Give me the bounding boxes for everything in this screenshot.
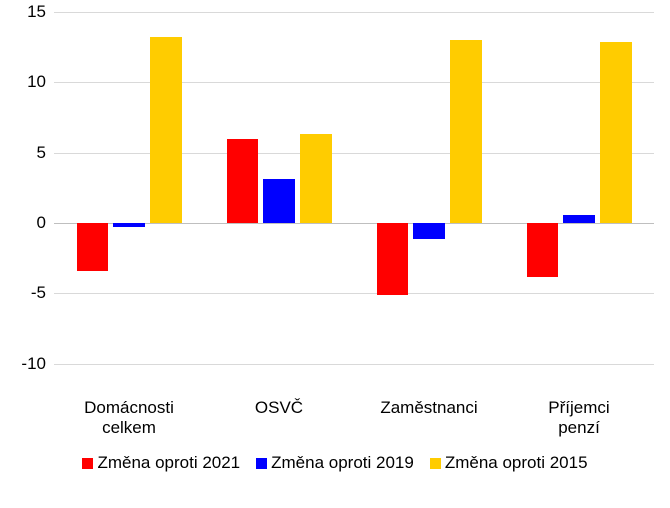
- legend-swatch: [430, 458, 441, 469]
- bar: [150, 37, 182, 223]
- gridline: [54, 12, 654, 13]
- gridline: [54, 153, 654, 154]
- bar: [450, 40, 482, 223]
- legend-item: Změna oproti 2015: [430, 453, 588, 473]
- gridline: [54, 293, 654, 294]
- bar: [77, 223, 109, 271]
- bar: [377, 223, 409, 295]
- bar: [263, 179, 295, 223]
- legend-swatch: [256, 458, 267, 469]
- plot-area: -10-5051015Domácnosti celkemOSVČZaměstna…: [54, 12, 654, 392]
- bar: [300, 134, 332, 223]
- legend-label: Změna oproti 2015: [445, 453, 588, 473]
- bar: [413, 223, 445, 238]
- bar: [527, 223, 559, 276]
- ytick-label: 10: [27, 72, 46, 92]
- ytick-label: -5: [31, 283, 46, 303]
- grouped-bar-chart: -10 -5 0 5 10 15 Domácnosti celkem OSVČ Zaměstna…: [0, 0, 670, 508]
- bar: [227, 139, 259, 223]
- legend-item: Změna oproti 2019: [256, 453, 414, 473]
- gridline: [54, 364, 654, 365]
- legend-label: Změna oproti 2019: [271, 453, 414, 473]
- ytick-label: -10: [21, 354, 46, 374]
- xtick-label: Zaměstnanci: [380, 398, 477, 418]
- xtick-label: Domácnosti celkem: [84, 398, 174, 439]
- xtick-label: Příjemci penzí: [548, 398, 609, 439]
- legend-swatch: [82, 458, 93, 469]
- bar: [600, 42, 632, 224]
- legend-item: Změna oproti 2021: [82, 453, 240, 473]
- bar: [113, 223, 145, 227]
- bar: [563, 215, 595, 223]
- gridline: [54, 82, 654, 83]
- xtick-label: OSVČ: [255, 398, 303, 418]
- ytick-label: 15: [27, 2, 46, 22]
- ytick-label: 5: [37, 143, 46, 163]
- legend-label: Změna oproti 2021: [97, 453, 240, 473]
- legend: Změna oproti 2021 Změna oproti 2019 Změna …: [0, 453, 670, 473]
- ytick-label: 0: [37, 213, 46, 233]
